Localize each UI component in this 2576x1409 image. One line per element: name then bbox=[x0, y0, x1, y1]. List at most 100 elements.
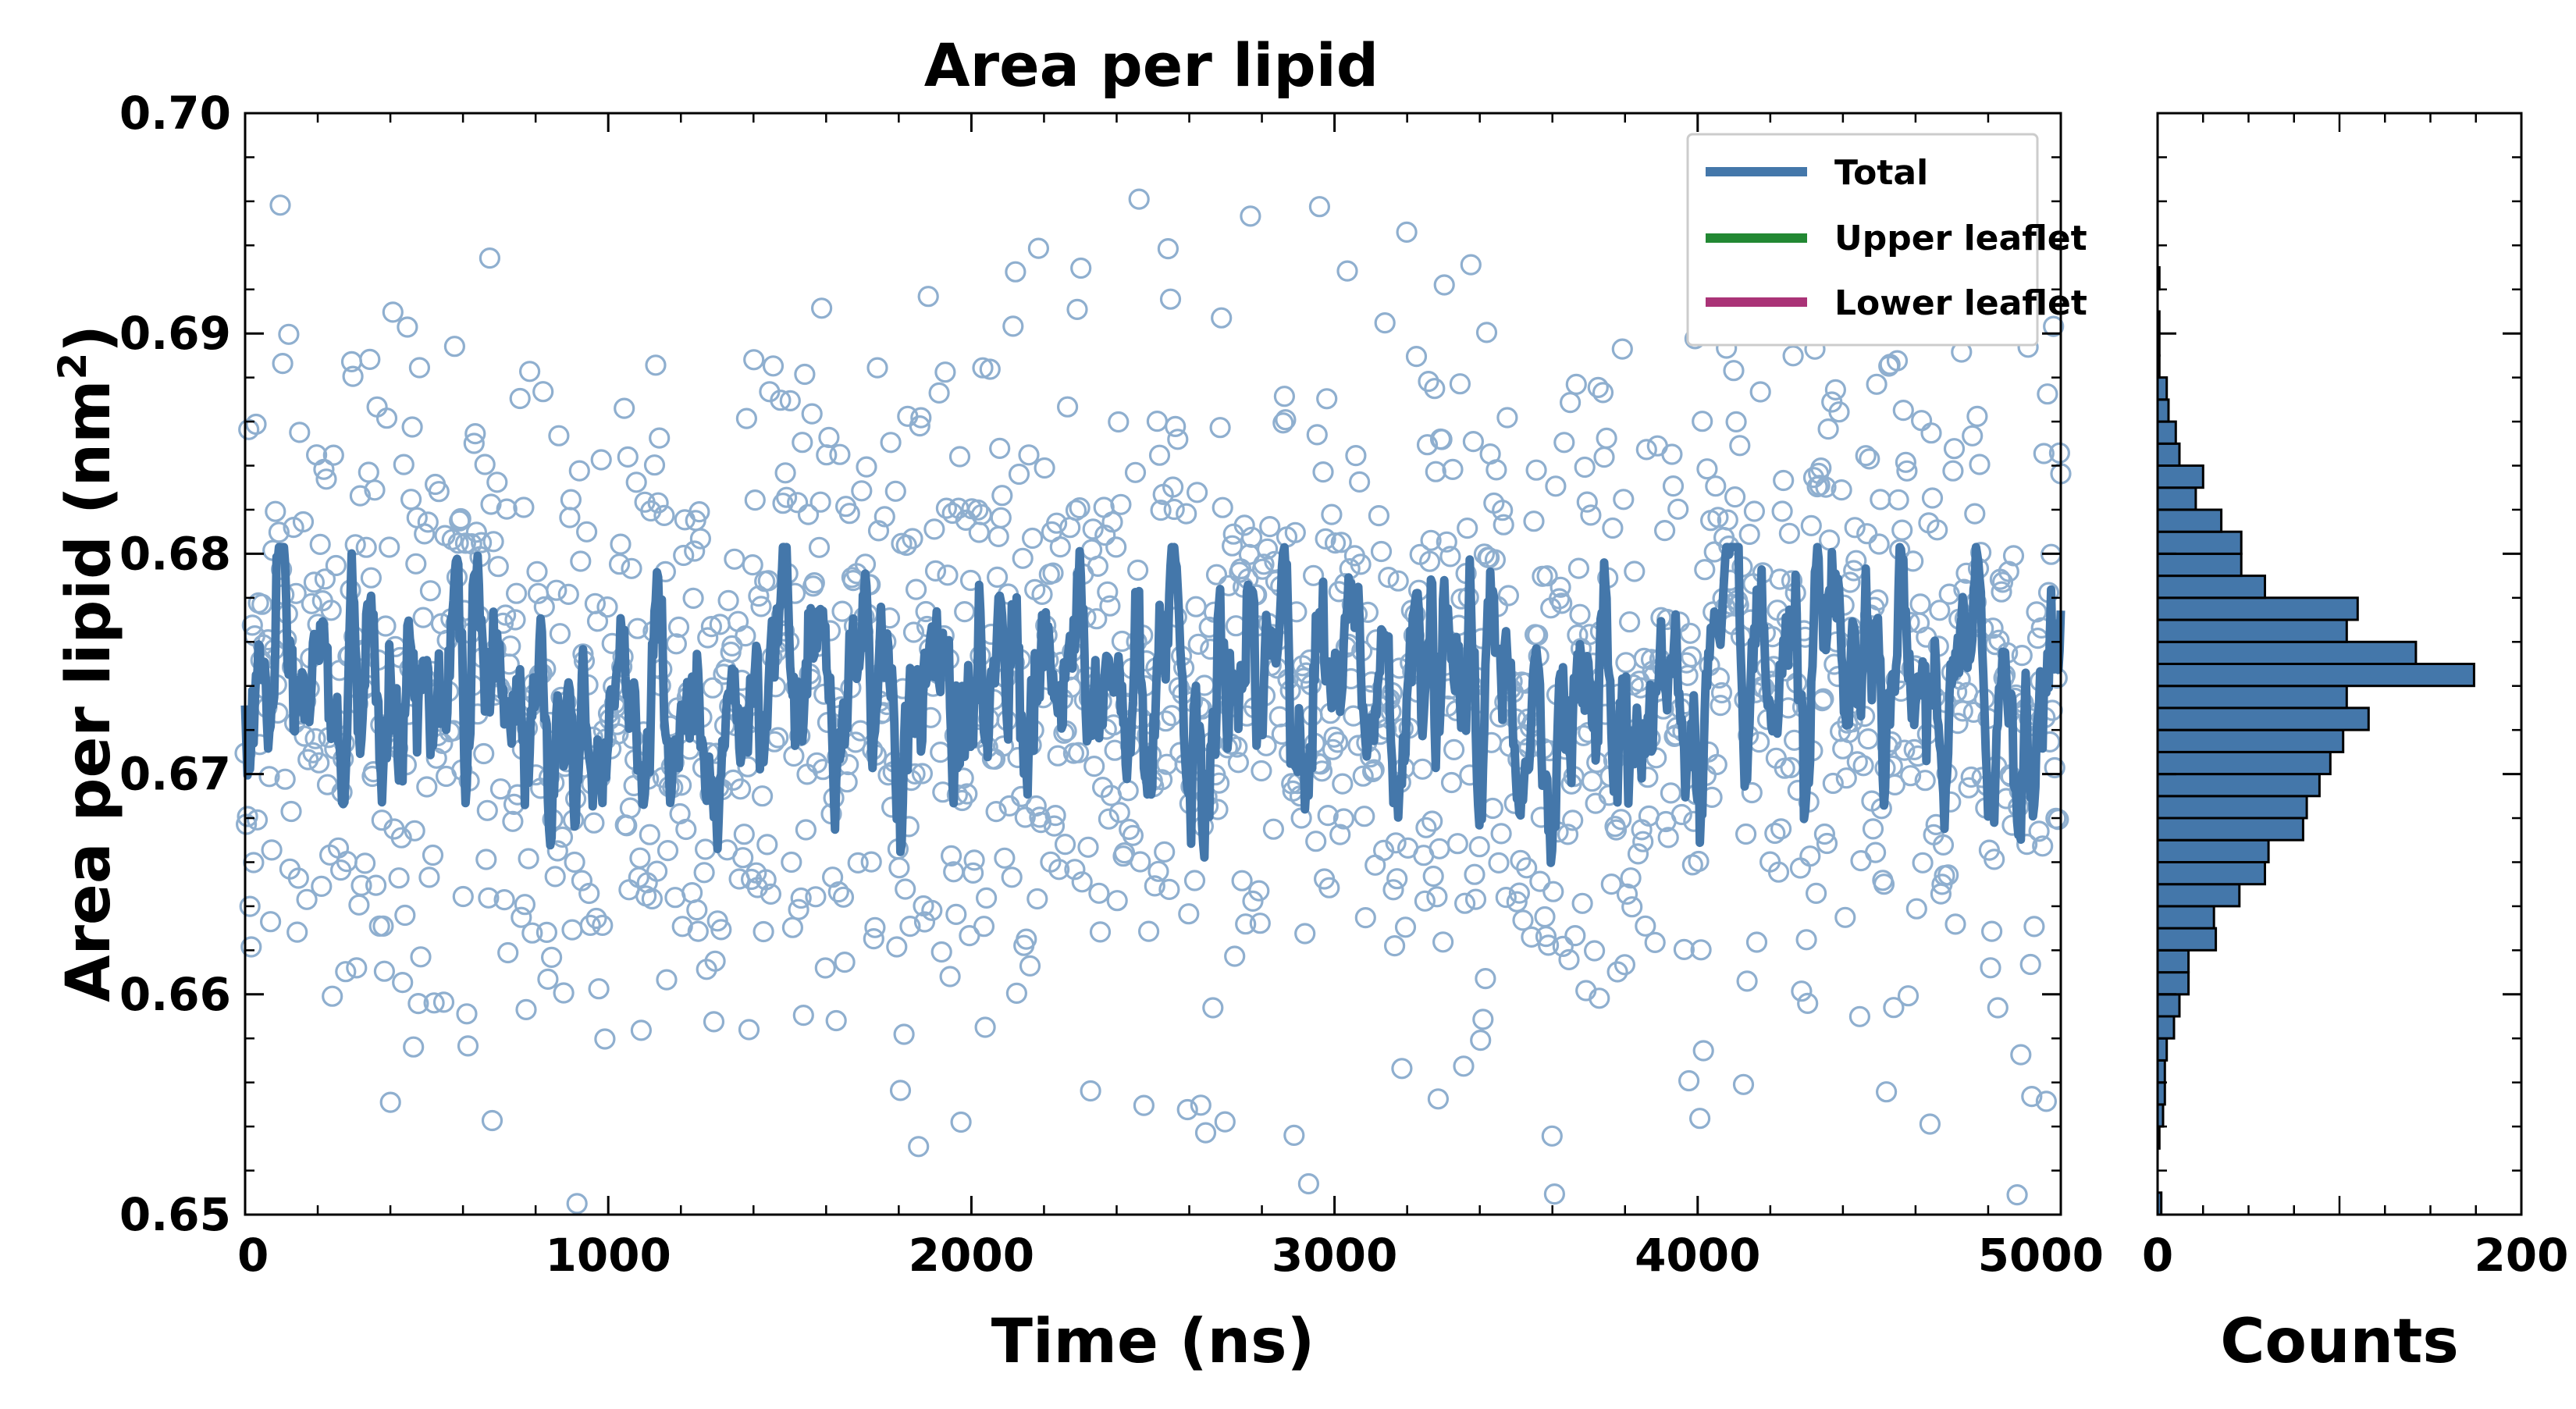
raw-sample-point bbox=[1852, 755, 1874, 777]
raw-sample-point bbox=[1600, 873, 1622, 895]
raw-sample-point bbox=[1354, 806, 1375, 827]
raw-sample-point bbox=[1810, 457, 1832, 479]
raw-sample-point bbox=[1944, 913, 1966, 935]
legend-label-upper-leaflet: Upper leaflet bbox=[1834, 219, 2087, 258]
raw-sample-point bbox=[1770, 818, 1792, 840]
histogram-bar bbox=[2156, 442, 2181, 467]
y-tick-label: 0.69 bbox=[119, 307, 231, 360]
raw-sample-point bbox=[1896, 460, 1918, 482]
raw-sample-point bbox=[990, 507, 1012, 528]
histogram-bar bbox=[2156, 795, 2308, 820]
raw-sample-point bbox=[1644, 931, 1666, 954]
raw-sample-point bbox=[303, 571, 325, 593]
raw-sample-point bbox=[1187, 633, 1209, 655]
raw-sample-point bbox=[1892, 399, 1914, 422]
raw-sample-point bbox=[1553, 432, 1575, 454]
raw-sample-point bbox=[478, 887, 500, 909]
raw-sample-point bbox=[910, 407, 932, 429]
raw-sample-point bbox=[349, 485, 371, 507]
raw-sample-point bbox=[832, 886, 855, 908]
raw-sample-point bbox=[1592, 382, 1614, 404]
raw-sample-point bbox=[643, 454, 666, 476]
raw-sample-point bbox=[1912, 852, 1934, 874]
raw-sample-point bbox=[315, 468, 337, 490]
raw-sample-point bbox=[1857, 728, 1879, 750]
raw-sample-point bbox=[403, 1036, 425, 1058]
raw-sample-point bbox=[889, 1080, 912, 1101]
raw-sample-point bbox=[1710, 681, 1733, 704]
raw-sample-point bbox=[2032, 835, 2054, 857]
histogram-bar bbox=[2156, 706, 2370, 731]
raw-sample-point bbox=[790, 887, 812, 909]
raw-sample-point bbox=[1329, 824, 1351, 845]
raw-sample-point bbox=[239, 895, 261, 917]
raw-sample-point bbox=[2048, 809, 2069, 831]
raw-sample-point bbox=[1619, 611, 1641, 633]
raw-sample-point bbox=[1065, 500, 1087, 521]
raw-sample-point bbox=[540, 946, 563, 969]
raw-sample-point bbox=[482, 531, 504, 553]
raw-sample-point bbox=[518, 848, 539, 870]
raw-sample-point bbox=[803, 571, 825, 594]
raw-sample-point bbox=[1464, 863, 1485, 885]
raw-sample-point bbox=[246, 809, 269, 831]
raw-sample-point bbox=[1475, 967, 1496, 990]
histogram-bar bbox=[2156, 486, 2197, 511]
raw-sample-point bbox=[1370, 540, 1393, 563]
raw-sample-point bbox=[1602, 517, 1624, 539]
raw-sample-point bbox=[1724, 486, 1746, 508]
raw-sample-point bbox=[1470, 1029, 1492, 1051]
raw-sample-point bbox=[1678, 1069, 1700, 1092]
raw-sample-point bbox=[959, 924, 980, 947]
raw-sample-point bbox=[535, 921, 558, 944]
raw-sample-point bbox=[1723, 360, 1745, 382]
histogram-bar bbox=[2156, 596, 2359, 621]
chart-title: Area per lipid bbox=[924, 30, 1379, 100]
raw-sample-point bbox=[641, 888, 664, 910]
raw-sample-point bbox=[575, 521, 598, 543]
raw-sample-point bbox=[1240, 526, 1263, 548]
raw-sample-point bbox=[1523, 511, 1545, 532]
histogram-bar bbox=[2156, 883, 2241, 908]
raw-sample-point bbox=[578, 882, 600, 905]
raw-sample-point bbox=[867, 520, 890, 542]
raw-sample-point bbox=[416, 776, 438, 798]
histogram-bar bbox=[2156, 773, 2321, 798]
raw-sample-point bbox=[1738, 523, 1760, 546]
raw-sample-point bbox=[797, 503, 820, 525]
raw-sample-point bbox=[1468, 836, 1490, 858]
raw-sample-point bbox=[1066, 298, 1088, 320]
raw-sample-point bbox=[457, 1035, 479, 1057]
raw-sample-point bbox=[1866, 373, 1888, 395]
raw-sample-point bbox=[735, 407, 758, 429]
raw-sample-point bbox=[1443, 738, 1465, 761]
raw-sample-point bbox=[1460, 254, 1482, 276]
histogram-bar bbox=[2156, 376, 2169, 401]
raw-sample-point bbox=[1034, 457, 1055, 479]
timeseries-axes: 0 1000 2000 3000 4000 5000 0.65 0.66 0.67 0.68 0.6… bbox=[50, 87, 2104, 1377]
raw-sample-point bbox=[1099, 595, 1121, 617]
raw-sample-point bbox=[1312, 461, 1334, 483]
raw-sample-point bbox=[325, 554, 347, 577]
raw-sample-point bbox=[1387, 570, 1409, 592]
raw-sample-point bbox=[1130, 851, 1151, 873]
raw-sample-point bbox=[742, 553, 763, 576]
raw-sample-point bbox=[515, 998, 537, 1021]
raw-sample-point bbox=[2044, 756, 2065, 779]
raw-sample-point bbox=[475, 849, 497, 870]
raw-sample-point bbox=[1453, 892, 1476, 914]
raw-sample-point bbox=[546, 579, 568, 601]
raw-sample-point bbox=[756, 834, 778, 856]
raw-sample-point bbox=[806, 752, 828, 774]
raw-sample-point bbox=[684, 540, 706, 562]
raw-sample-point bbox=[1224, 945, 1246, 967]
raw-sample-point bbox=[566, 1193, 588, 1215]
raw-sample-point bbox=[1005, 261, 1026, 283]
raw-sample-point bbox=[1475, 322, 1498, 343]
raw-sample-point bbox=[1900, 765, 1922, 787]
raw-sample-point bbox=[1845, 550, 1867, 571]
raw-sample-point bbox=[583, 812, 605, 834]
raw-sample-point bbox=[1692, 1040, 1714, 1062]
raw-sample-point bbox=[1692, 411, 1713, 432]
raw-sample-point bbox=[447, 532, 469, 554]
